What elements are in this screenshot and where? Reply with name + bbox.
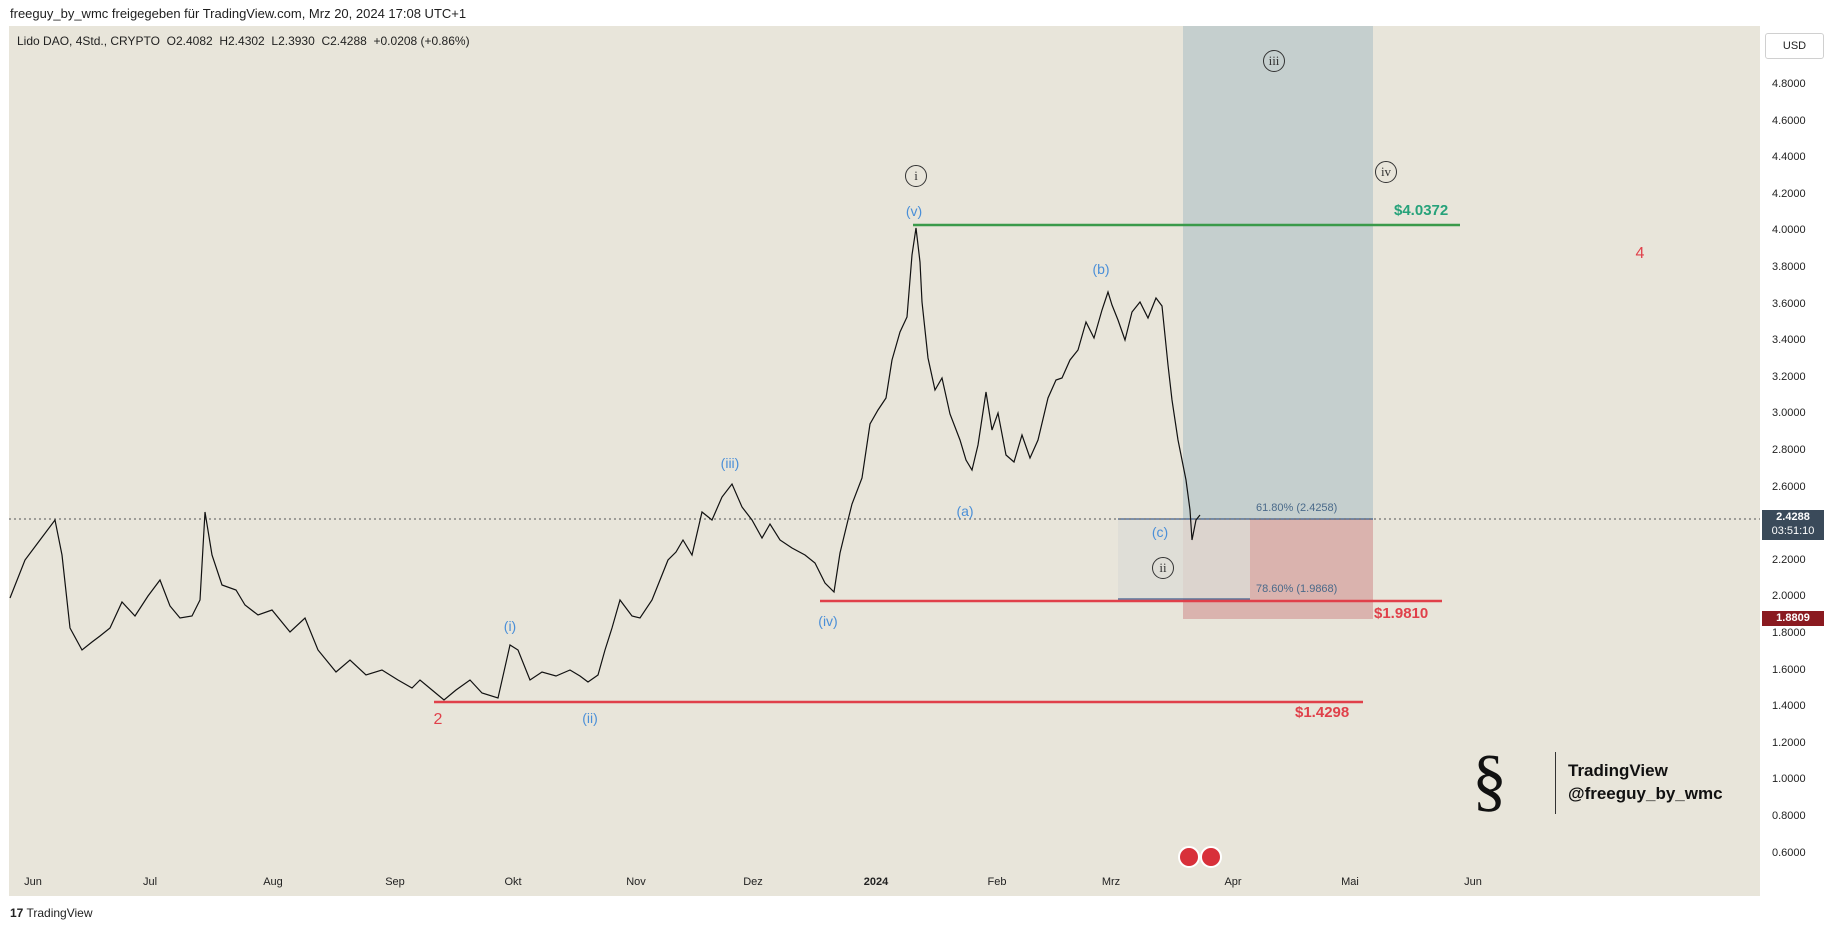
wave-label-4: 4 xyxy=(1635,245,1645,262)
watermark-logo-icon: § xyxy=(1472,742,1507,819)
wave-circle-iv: iv xyxy=(1375,161,1397,183)
level-mid-label: $1.9810 xyxy=(1374,605,1429,622)
wave-label-ii: (ii) xyxy=(582,710,598,726)
price-tick: 0.8000 xyxy=(1772,810,1806,822)
time-tick: Okt xyxy=(504,876,522,888)
currency-button[interactable]: USD xyxy=(1765,33,1824,59)
wave-circle-i: i xyxy=(905,165,927,187)
price-tick: 1.4000 xyxy=(1772,700,1806,713)
footer-brand[interactable]: 17 TradingView xyxy=(10,906,93,920)
time-tick: Jun xyxy=(24,876,42,888)
time-tick: 2024 xyxy=(863,876,889,888)
fib-786-label: 78.60% (1.9868) xyxy=(1256,583,1338,595)
event-flag-icon[interactable] xyxy=(1178,846,1200,868)
wave-label-v: (v) xyxy=(905,203,923,219)
price-tick: 3.2000 xyxy=(1772,370,1806,383)
fib-box xyxy=(1118,519,1250,599)
price-tick: 4.8000 xyxy=(1772,78,1806,90)
wave-label-2: 2 xyxy=(433,711,443,728)
wave-label-b: (b) xyxy=(1092,261,1110,277)
price-tick: 3.4000 xyxy=(1772,334,1806,347)
watermark-divider xyxy=(1555,752,1556,814)
price-tick: 1.2000 xyxy=(1772,736,1806,749)
target-zone xyxy=(1183,26,1373,519)
candle-series xyxy=(9,227,1201,701)
price-tick: 4.6000 xyxy=(1772,114,1806,127)
countdown-value: 03:51:10 xyxy=(1771,525,1815,537)
price-tick: 3.8000 xyxy=(1772,261,1806,273)
stop-price-tag: 1.8809 xyxy=(1762,611,1824,626)
time-tick: Feb xyxy=(987,876,1007,888)
wave-label-c: (c) xyxy=(1151,524,1169,540)
price-tick: 1.8000 xyxy=(1772,627,1806,639)
price-tick: 2.2000 xyxy=(1772,553,1806,566)
price-tick: 3.0000 xyxy=(1772,407,1806,420)
level-low-label: $1.4298 xyxy=(1295,704,1350,721)
ohlc-low: L2.3930 xyxy=(271,34,315,48)
wave-circle-ii: ii xyxy=(1152,557,1174,579)
price-tick: 4.2000 xyxy=(1772,187,1806,200)
time-tick: Aug xyxy=(263,876,283,888)
wave-circle-iii: iii xyxy=(1263,50,1285,72)
price-tick: 2.6000 xyxy=(1772,480,1806,493)
price-tick: 4.0000 xyxy=(1772,224,1806,237)
current-price-tag: 2.4288 03:51:10 xyxy=(1762,510,1824,540)
symbol-name: Lido DAO, 4Std., CRYPTO xyxy=(17,34,160,48)
time-tick: Apr xyxy=(1224,876,1242,888)
time-tick: Sep xyxy=(385,876,405,888)
watermark-line2: @freeguy_by_wmc xyxy=(1568,784,1723,803)
wave-label-iii: (iii) xyxy=(720,455,740,471)
time-axis[interactable] xyxy=(9,870,1760,896)
price-tick: 2.0000 xyxy=(1772,590,1806,603)
price-tick: 4.4000 xyxy=(1772,151,1806,164)
time-tick: Nov xyxy=(626,876,646,888)
current-price-value: 2.4288 xyxy=(1776,511,1810,523)
time-tick: Mrz xyxy=(1101,876,1121,888)
time-tick: Jul xyxy=(142,876,158,888)
wave-label-iv: (iv) xyxy=(818,613,838,629)
wave-label-i: (i) xyxy=(503,618,517,634)
footer-text: TradingView xyxy=(26,906,93,920)
chart-area[interactable] xyxy=(9,26,1760,896)
time-tick: Jun xyxy=(1464,876,1482,888)
event-flag-icon[interactable] xyxy=(1200,846,1222,868)
time-tick: Dez xyxy=(743,876,763,888)
price-tick: 0.6000 xyxy=(1772,846,1806,859)
ohlc-open: O2.4082 xyxy=(166,34,213,48)
price-axis[interactable] xyxy=(1760,26,1835,896)
ohlc-change: +0.0208 (+0.86%) xyxy=(373,34,470,48)
tradingview-logo-icon: 17 xyxy=(10,906,24,920)
ohlc-close: C2.4288 xyxy=(321,34,367,48)
symbol-info: Lido DAO, 4Std., CRYPTO O2.4082 H2.4302 … xyxy=(17,34,470,48)
wave-label-a: (a) xyxy=(956,503,974,519)
price-tick: 2.8000 xyxy=(1772,444,1806,456)
time-tick: Mai xyxy=(1341,876,1359,888)
ohlc-high: H2.4302 xyxy=(219,34,265,48)
price-tick: 1.6000 xyxy=(1772,663,1806,676)
fib-618-label: 61.80% (2.4258) xyxy=(1256,502,1338,514)
level-top-label: $4.0372 xyxy=(1394,202,1449,219)
price-tick: 3.6000 xyxy=(1772,297,1806,310)
price-tick: 1.0000 xyxy=(1772,773,1806,786)
watermark-line1: TradingView xyxy=(1568,761,1668,780)
published-header: freeguy_by_wmc freigegeben für TradingVi… xyxy=(10,6,467,21)
